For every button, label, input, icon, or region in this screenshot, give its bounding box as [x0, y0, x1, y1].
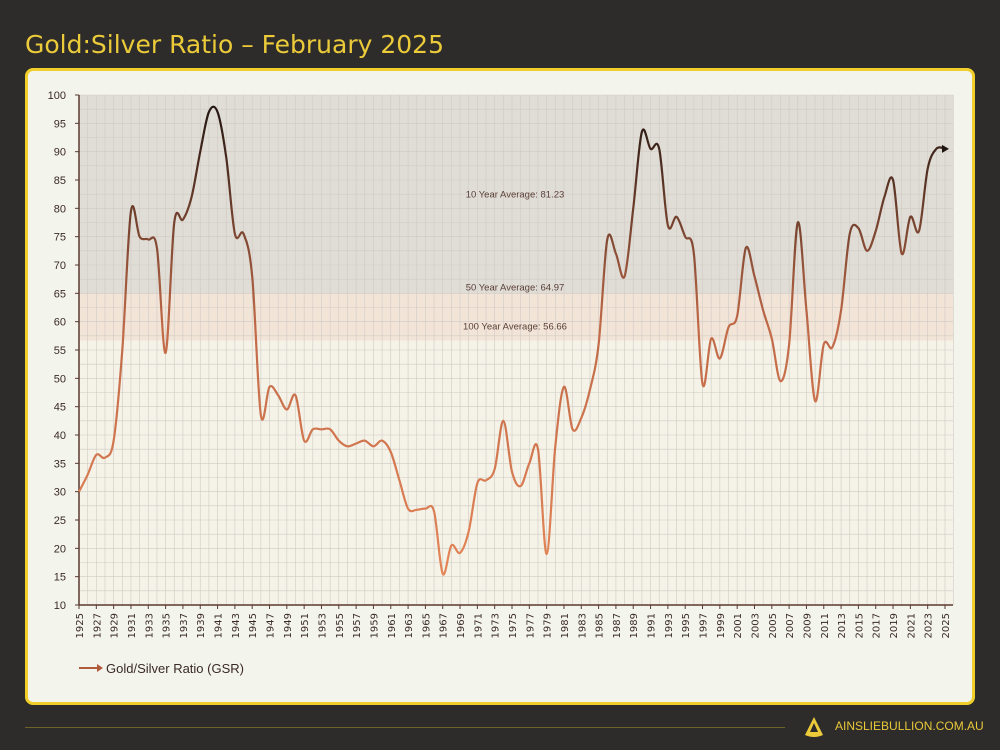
y-tick-label: 70: [54, 260, 66, 272]
x-tick-label: 2001: [733, 613, 744, 638]
y-tick-label: 100: [48, 90, 66, 102]
x-tick-label: 2013: [837, 613, 848, 638]
y-tick-label: 15: [54, 572, 66, 584]
x-tick-label: 1975: [508, 613, 519, 638]
y-tick-label: 75: [54, 232, 66, 244]
x-tick-label: 2009: [802, 613, 813, 638]
x-tick-label: 1987: [612, 613, 623, 638]
x-tick-label: 1933: [144, 613, 155, 638]
legend-arrow-icon: [97, 664, 103, 672]
axes: 1015202530354045505560657075808590951001…: [48, 90, 953, 638]
legend-label: Gold/Silver Ratio (GSR): [106, 661, 244, 676]
x-tick-label: 2021: [906, 613, 917, 638]
y-tick-label: 90: [54, 147, 66, 159]
x-tick-label: 2025: [941, 613, 952, 638]
y-tick-label: 85: [54, 175, 66, 187]
y-tick-label: 65: [54, 288, 66, 300]
x-tick-label: 1979: [543, 613, 554, 638]
x-tick-label: 1967: [439, 613, 450, 638]
x-tick-label: 1965: [421, 613, 432, 638]
y-tick-label: 50: [54, 373, 66, 385]
x-tick-label: 2011: [820, 613, 831, 638]
x-tick-label: 1931: [127, 613, 138, 638]
x-tick-label: 1955: [335, 613, 346, 638]
x-tick-label: 1961: [387, 613, 398, 638]
y-tick-label: 45: [54, 402, 66, 414]
y-tick-label: 20: [54, 543, 66, 555]
ainslie-logo-icon: [805, 717, 823, 737]
x-tick-label: 2023: [924, 613, 935, 638]
x-tick-label: 1945: [248, 613, 259, 638]
x-tick-label: 1993: [664, 613, 675, 638]
x-tick-label: 1991: [647, 613, 658, 638]
x-tick-label: 2015: [854, 613, 865, 638]
x-tick-label: 1999: [716, 613, 727, 638]
y-tick-label: 80: [54, 203, 66, 215]
x-tick-label: 1925: [75, 613, 86, 638]
y-tick-label: 10: [54, 600, 66, 612]
series: [78, 105, 949, 576]
legend: Gold/Silver Ratio (GSR): [79, 661, 244, 676]
y-tick-label: 25: [54, 515, 66, 527]
page-title: Gold:Silver Ratio – February 2025: [25, 30, 444, 59]
x-tick-label: 2005: [768, 613, 779, 638]
y-tick-label: 95: [54, 118, 66, 130]
x-tick-label: 1937: [179, 613, 190, 638]
y-tick-label: 55: [54, 345, 66, 357]
x-tick-label: 1973: [491, 613, 502, 638]
x-tick-label: 1943: [231, 613, 242, 638]
x-tick-label: 1957: [352, 613, 363, 638]
x-tick-label: 1959: [369, 613, 380, 638]
line-end-arrow-icon: [942, 144, 949, 153]
annotations: 10 Year Average: 81.23 50 Year Average: 6…: [463, 189, 567, 332]
y-tick-label: 40: [54, 430, 66, 442]
x-tick-label: 2017: [872, 613, 883, 638]
average-label: 10 Year Average: 81.23: [466, 189, 565, 200]
x-tick-label: 1935: [162, 613, 173, 638]
x-tick-label: 1949: [283, 613, 294, 638]
y-tick-label: 30: [54, 487, 66, 499]
x-tick-label: 1969: [456, 613, 467, 638]
x-tick-label: 1927: [92, 613, 103, 638]
x-tick-label: 1951: [300, 613, 311, 638]
footer-divider: [25, 727, 785, 728]
x-tick-label: 1941: [214, 613, 225, 638]
x-tick-label: 2007: [785, 613, 796, 638]
x-tick-label: 1971: [473, 613, 484, 638]
x-tick-label: 1947: [266, 613, 277, 638]
x-tick-label: 1953: [317, 613, 328, 638]
gsr-line: [78, 105, 946, 576]
average-label: 50 Year Average: 64.97: [466, 283, 565, 294]
y-tick-label: 60: [54, 317, 66, 329]
band-50-100yr: [79, 293, 953, 341]
x-tick-label: 1939: [196, 613, 207, 638]
band-below-100yr: [79, 340, 953, 605]
y-tick-label: 35: [54, 458, 66, 470]
x-tick-label: 1985: [595, 613, 606, 638]
average-label: 100 Year Average: 56.66: [463, 322, 567, 333]
footer-site-link[interactable]: AINSLIEBULLION.COM.AU: [835, 719, 984, 733]
x-tick-label: 1981: [560, 613, 571, 638]
x-tick-label: 2019: [889, 613, 900, 638]
x-tick-label: 1983: [577, 613, 588, 638]
x-tick-label: 2003: [750, 613, 761, 638]
x-tick-label: 1977: [525, 613, 536, 638]
x-tick-label: 1997: [699, 613, 710, 638]
x-tick-label: 1995: [681, 613, 692, 638]
x-tick-label: 1929: [110, 613, 121, 638]
x-tick-label: 1989: [629, 613, 640, 638]
x-tick-label: 1963: [404, 613, 415, 638]
